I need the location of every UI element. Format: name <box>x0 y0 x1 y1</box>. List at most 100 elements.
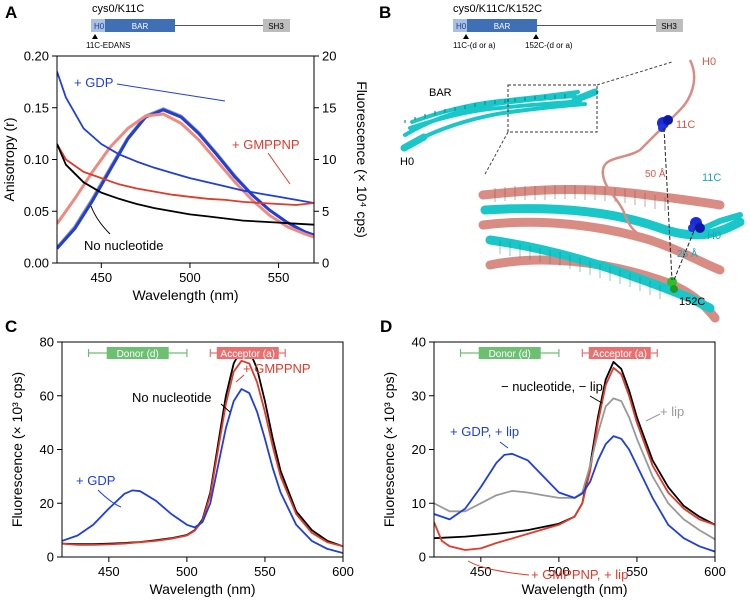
y-tick-label-a-0: 0.00 <box>24 256 49 271</box>
bar-zoom-structure: 11C H0 11C H0 50 Å 26 Å 152C <box>478 56 745 323</box>
domain-bar-label-b: BAR <box>494 22 511 31</box>
x-tick-label-c-0: 450 <box>98 564 120 579</box>
zoom-box <box>507 84 598 133</box>
res-11c-sphere-b <box>695 223 705 233</box>
panel-b-construct: cys0/K11C/K152C <box>453 3 542 15</box>
y-tick-label-a-1: 0.05 <box>24 204 49 219</box>
series-group-d <box>434 361 715 553</box>
site1-marker <box>463 34 469 39</box>
chart-a: 450 500 550 0.00 0.05 0.10 0.15 0.20 0 5 10 15 20 Wav… <box>1 49 370 304</box>
panel-b: B cys0/K11C/K152C H0 BAR SH3 11C-(d or a… <box>379 3 745 323</box>
y-tick-label-c-1: 20 <box>40 496 54 511</box>
x-tick-label-a-0: 450 <box>90 270 112 285</box>
y-tick-label-d-3: 30 <box>412 388 426 403</box>
zoom-guide-right <box>596 61 673 86</box>
struct-h0-right-top-label: H0 <box>702 56 716 68</box>
h0-cyan-tail <box>697 212 743 233</box>
series-line-a-2 <box>57 112 314 239</box>
x-axis-label-a: Wavelength (nm) <box>132 287 238 303</box>
annot-a-gdp-pointer <box>116 83 226 102</box>
site2-marker <box>533 34 539 39</box>
series-line-a-0 <box>57 107 314 249</box>
site2-text: 152C-(d or a) <box>525 41 573 50</box>
zoom-texture-1 <box>494 185 666 211</box>
y-tick-label-d-1: 10 <box>412 496 426 511</box>
series-line-a-4 <box>57 143 314 206</box>
domain-bar-box-b <box>467 19 537 32</box>
panel-a-letter: A <box>5 3 17 22</box>
domain-bar-label: BAR <box>132 22 149 31</box>
overview-h0-left <box>400 133 428 152</box>
zoom-helix-salmon-2 <box>478 217 725 275</box>
y-axis-label-c: Fluorescence (× 10³ cps) <box>9 372 25 527</box>
donor-range-label-d: Donor (d) <box>489 349 531 360</box>
panel-a-domain-diagram: H0 BAR SH3 11C-EDANS <box>86 19 290 50</box>
y2-tick-label-a-3: 15 <box>322 100 336 115</box>
y-tick-label-d-2: 20 <box>412 442 426 457</box>
overview-helix-4 <box>416 102 587 142</box>
zoom-helix-cyan-1 <box>485 235 715 313</box>
annot-c-gmppnp-pointer <box>235 374 245 383</box>
site1-text: 11C-(d or a) <box>453 41 496 50</box>
annot-d-gmppnp: + GMPPNP, + lip <box>531 567 628 582</box>
res-11c-top-sphere-c <box>658 124 666 132</box>
y-tick-label-c-2: 40 <box>40 442 54 457</box>
x-tick-label-a-1: 500 <box>179 270 201 285</box>
annot-c-gdp: + GDP <box>76 473 115 488</box>
zoom-helix-salmon-1 <box>478 184 725 210</box>
annot-d-gdp-pointer <box>499 441 509 449</box>
annot-d-lip: + lip <box>660 404 684 419</box>
y-tick-label-c-0: 0 <box>47 550 54 565</box>
series-line-d-2 <box>434 397 715 541</box>
struct-h0-right-label: H0 <box>707 230 721 242</box>
label-site-text: 11C-EDANS <box>86 41 130 50</box>
series-line-c-0 <box>62 347 343 548</box>
dist-50-label: 50 Å <box>645 167 666 180</box>
domain-sh3-label: SH3 <box>268 22 284 31</box>
series-group-c <box>62 347 343 554</box>
annot-c-none: No nucleotide <box>132 390 212 405</box>
panel-c: C 450 500 550 600 0 20 40 60 80 Wavelength (nm) Fl… <box>5 317 354 597</box>
series-line-d-3 <box>434 435 715 553</box>
donor-range-label-c: Donor (d) <box>117 349 159 360</box>
series-line-a-3 <box>57 71 314 204</box>
y2-tick-label-a-4: 20 <box>322 49 336 64</box>
plot-frame-d <box>433 341 716 558</box>
struct-bar-label: BAR <box>429 87 452 99</box>
annot-a-gdp: + GDP <box>74 75 113 90</box>
y-axis-label-a: Anisotropy (r) <box>1 117 17 201</box>
domain-h0-label: H0 <box>94 22 105 31</box>
res-152c-label: 152C <box>679 296 705 308</box>
annot-c-gmppnp: + GMPPNP <box>243 361 311 376</box>
series-line-a-1 <box>57 108 314 250</box>
panel-a: A cys0/K11C H0 BAR SH3 11C-EDANS 450 500 5… <box>1 3 370 303</box>
panel-d-letter: D <box>380 317 392 336</box>
y2-tick-label-a-1: 5 <box>322 204 329 219</box>
annot-a-gmppnp: + GMPPNP <box>232 137 300 152</box>
donor-range-box-c <box>106 347 169 359</box>
annot-d-lip-pointer <box>645 413 661 422</box>
y-tick-label-c-3: 60 <box>40 388 54 403</box>
y-tick-label-d-4: 40 <box>412 335 426 350</box>
annot-c-none-pointer <box>220 403 231 413</box>
domain-sh3-box-b <box>656 19 683 32</box>
y-axis-label-d: Fluorescence (× 10³ cps) <box>381 372 397 527</box>
annot-c-gdp-pointer <box>97 489 122 508</box>
domain-sh3-box <box>263 19 290 32</box>
panel-a-construct: cys0/K11C <box>92 3 144 15</box>
x-tick-label-d-3: 600 <box>704 564 726 579</box>
struct-h0-left-label: H0 <box>400 156 414 168</box>
x-tick-label-c-3: 600 <box>332 564 354 579</box>
annot-a-gmppnp-pointer <box>267 152 291 185</box>
panel-b-domain-diagram: H0 BAR SH3 11C-(d or a) 152C-(d or a) <box>453 19 683 50</box>
x-tick-label-c-1: 500 <box>176 564 198 579</box>
dist-line-50 <box>663 127 673 281</box>
x-tick-label-a-2: 550 <box>268 270 290 285</box>
overview-helix-3 <box>410 90 580 124</box>
annot-d-none: − nucleotide, − lip <box>501 379 603 394</box>
donor-range-box-d <box>478 347 541 359</box>
label-site-marker <box>92 34 98 39</box>
chart-c: 450 500 550 600 0 20 40 60 80 Wavelength (nm) Fluo… <box>9 335 354 598</box>
